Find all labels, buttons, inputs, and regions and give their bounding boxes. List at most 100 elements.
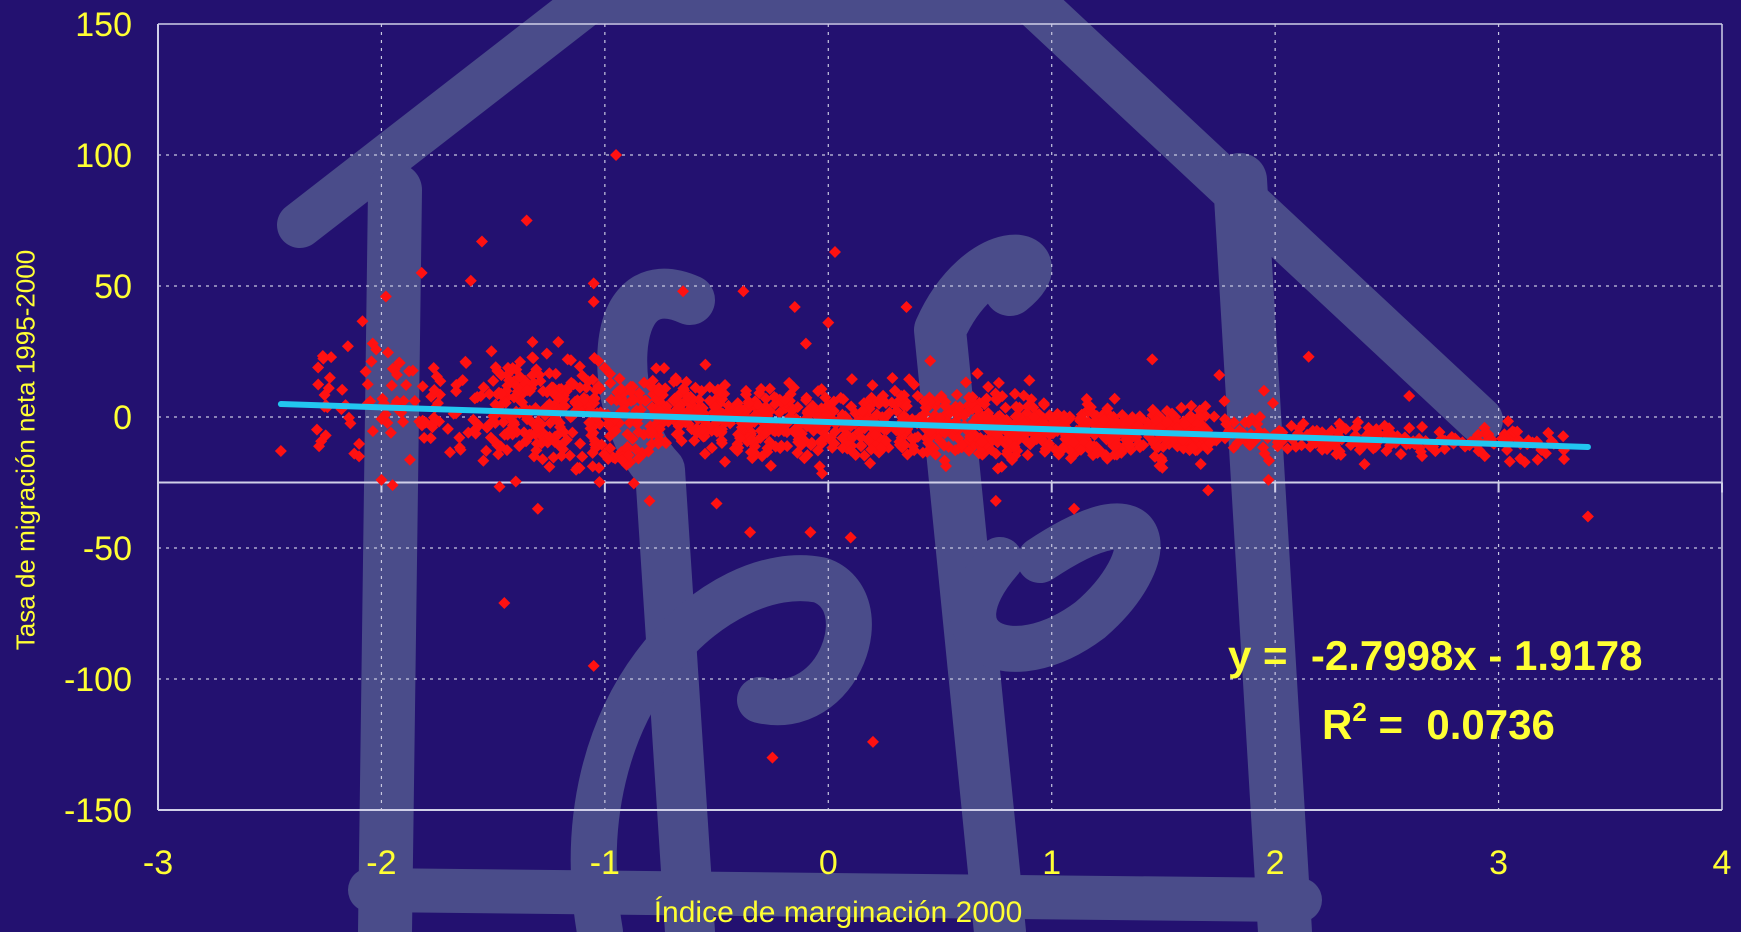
- data-point: [811, 444, 824, 457]
- data-point: [552, 335, 565, 348]
- data-point: [480, 444, 493, 457]
- data-point: [819, 391, 832, 404]
- data-point: [526, 369, 539, 382]
- data-point: [783, 376, 796, 389]
- data-point: [1503, 455, 1516, 468]
- data-point: [543, 460, 556, 473]
- data-point: [489, 417, 502, 430]
- data-point: [866, 379, 879, 392]
- y-axis-label: Tasa de migración neta 1995-2000: [10, 249, 41, 651]
- data-point: [788, 300, 801, 313]
- data-point: [576, 369, 589, 382]
- data-point: [913, 411, 926, 424]
- data-point: [1414, 445, 1427, 458]
- data-point: [976, 448, 989, 461]
- data-point: [547, 451, 560, 464]
- data-point: [699, 358, 712, 371]
- data-point: [976, 436, 989, 449]
- data-point: [386, 479, 399, 492]
- data-point: [1152, 441, 1165, 454]
- data-point: [934, 412, 947, 425]
- data-point: [397, 415, 410, 428]
- data-point: [322, 382, 335, 395]
- x-tick-label: -2: [366, 844, 396, 882]
- data-point: [1067, 436, 1080, 449]
- data-point: [499, 396, 512, 409]
- watermark-letter-left-loop: [570, 555, 872, 932]
- data-point: [646, 374, 659, 387]
- x-tick-label: -1: [590, 844, 620, 882]
- data-point: [982, 380, 995, 393]
- data-point: [1108, 440, 1121, 453]
- data-point: [312, 378, 325, 391]
- data-point: [1285, 419, 1298, 432]
- data-point: [341, 340, 354, 353]
- data-point: [531, 421, 544, 434]
- data-point: [567, 378, 580, 391]
- data-point: [673, 401, 686, 414]
- data-point: [1101, 402, 1114, 415]
- data-point: [537, 385, 550, 398]
- data-point: [319, 429, 332, 442]
- data-point: [366, 337, 379, 350]
- data-point: [503, 426, 516, 439]
- data-point: [703, 381, 716, 394]
- data-point: [773, 406, 786, 419]
- data-point: [896, 411, 909, 424]
- data-point: [885, 396, 898, 409]
- data-point: [710, 425, 723, 438]
- data-point: [956, 439, 969, 452]
- data-point: [992, 376, 1005, 389]
- data-point: [689, 381, 702, 394]
- data-point: [1046, 412, 1059, 425]
- data-point: [521, 413, 534, 426]
- data-point: [715, 437, 728, 450]
- data-point: [477, 454, 490, 467]
- data-point: [886, 371, 899, 384]
- data-point: [353, 437, 366, 450]
- watermark-letter-right: [914, 234, 1052, 932]
- data-point: [595, 438, 608, 451]
- data-point: [1257, 384, 1270, 397]
- data-point: [1175, 401, 1188, 414]
- data-point: [800, 391, 813, 404]
- data-point: [959, 376, 972, 389]
- y-tick-label: 150: [75, 6, 132, 44]
- data-point: [1203, 436, 1216, 449]
- watermark-right-wall: [1213, 153, 1312, 932]
- data-point: [526, 335, 539, 348]
- data-point: [745, 433, 758, 446]
- data-point: [1295, 439, 1308, 452]
- data-point: [624, 385, 637, 398]
- data-point: [576, 450, 589, 463]
- data-point: [336, 383, 349, 396]
- data-point: [403, 453, 416, 466]
- data-point: [862, 434, 875, 447]
- data-point: [865, 443, 878, 456]
- data-point: [710, 497, 723, 510]
- data-point: [963, 430, 976, 443]
- data-point: [1316, 443, 1329, 456]
- data-point: [483, 387, 496, 400]
- data-point: [658, 362, 671, 375]
- data-point: [759, 392, 772, 405]
- data-point: [822, 316, 835, 329]
- data-point: [1082, 416, 1095, 429]
- data-point: [592, 380, 605, 393]
- data-point: [1137, 439, 1150, 452]
- data-point: [406, 364, 419, 377]
- data-point: [1068, 502, 1081, 515]
- data-point: [1262, 454, 1275, 467]
- data-point: [1185, 399, 1198, 412]
- data-point: [353, 450, 366, 463]
- data-point: [580, 381, 593, 394]
- data-point: [875, 442, 888, 455]
- data-point: [1097, 413, 1110, 426]
- data-point: [650, 362, 663, 375]
- data-point: [763, 382, 776, 395]
- data-point: [588, 438, 601, 451]
- data-point: [718, 455, 731, 468]
- data-point: [604, 442, 617, 455]
- data-point: [1403, 390, 1416, 403]
- trendline-line: [277, 401, 1591, 450]
